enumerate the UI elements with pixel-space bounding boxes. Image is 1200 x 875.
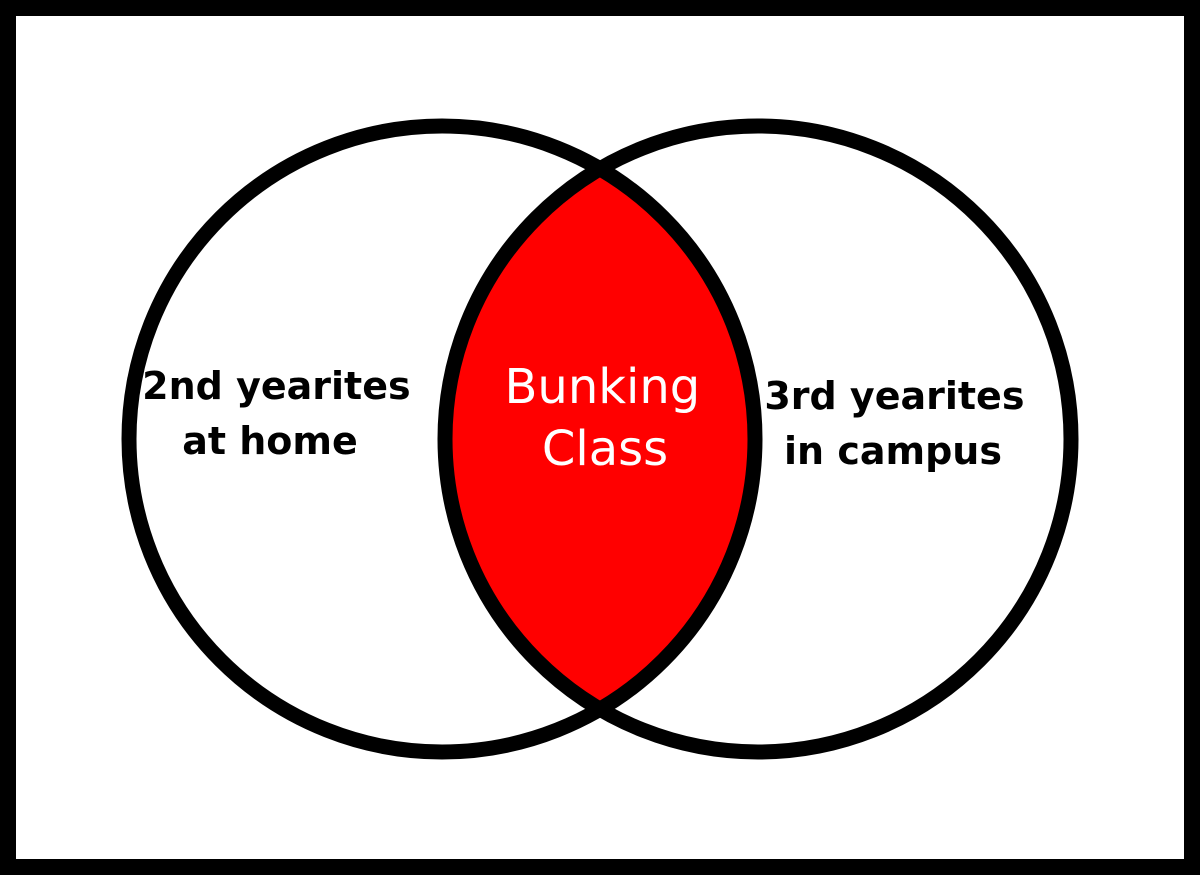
intersection-label-line-1: Bunking bbox=[504, 359, 700, 415]
right-set-label-line-2: in campus bbox=[784, 429, 1002, 473]
right-set-label-line-1: 3rd yearites bbox=[764, 374, 1024, 418]
left-set-label: 2nd yearites at home bbox=[142, 364, 424, 463]
right-set-label: 3rd yearites in campus bbox=[764, 374, 1037, 473]
intersection-label: Bunking Class bbox=[504, 359, 715, 477]
right-set-circle bbox=[437, 118, 1079, 760]
left-set-circle bbox=[121, 118, 763, 760]
intersection-label-line-2: Class bbox=[542, 421, 668, 477]
left-set-label-line-2: at home bbox=[182, 419, 358, 463]
left-set-label-line-1: 2nd yearites bbox=[142, 364, 410, 408]
intersection-region bbox=[445, 126, 755, 752]
